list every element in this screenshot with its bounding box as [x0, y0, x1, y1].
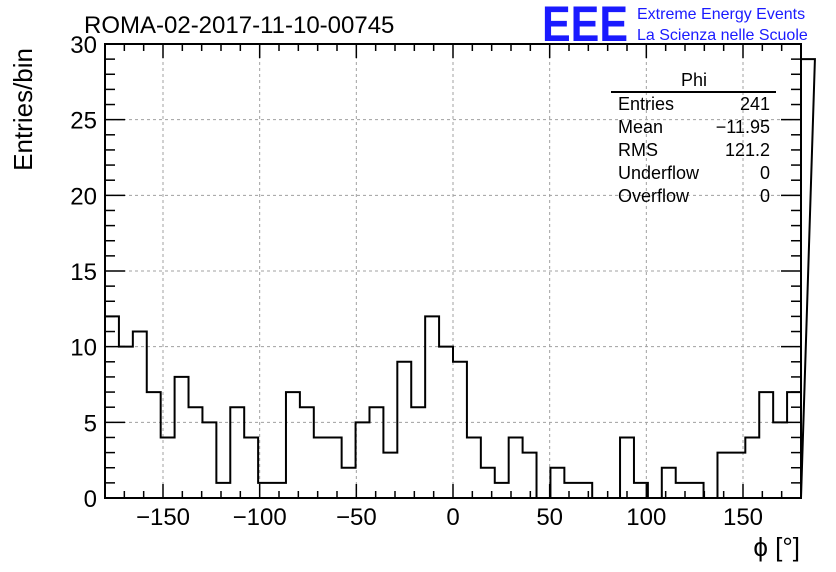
histogram-bin [425, 316, 439, 498]
stats-value: 121.2 [725, 140, 770, 160]
stats-label: Underflow [618, 163, 700, 183]
y-axis-label: Entries/bin [8, 48, 38, 171]
stats-label: Overflow [618, 186, 690, 206]
histogram-bin [467, 437, 481, 498]
histogram-bin [662, 468, 676, 498]
histogram-bin [244, 437, 258, 498]
brand: EEE Extreme Energy Events La Scienza nel… [542, 0, 808, 52]
histogram-bin [439, 347, 453, 498]
stats-value: −11.95 [716, 117, 770, 137]
histogram-bin [342, 468, 356, 498]
histogram-bin [300, 407, 314, 498]
x-tick-label: −100 [233, 504, 287, 531]
stats-value: 0 [760, 163, 770, 183]
histogram-bin [314, 437, 328, 498]
stats-label: Entries [618, 94, 674, 114]
histogram-bin [411, 407, 425, 498]
y-tick-label: 15 [70, 259, 97, 286]
x-tick-label: −150 [136, 504, 190, 531]
histogram-bin [175, 377, 189, 498]
histogram-bin [189, 407, 203, 498]
histogram-bin [397, 362, 411, 498]
chart-title: ROMA-02-2017-11-10-00745 [84, 12, 394, 39]
histogram-bin [216, 483, 230, 498]
histogram-bins [105, 59, 815, 498]
histogram-bin [745, 437, 759, 498]
x-tick-label: 100 [626, 504, 666, 531]
histogram-bin [495, 483, 509, 498]
histogram-bin [481, 468, 495, 498]
histogram-bin [564, 483, 578, 498]
brand-line-2: La Scienza nelle Scuole [637, 27, 808, 44]
histogram-bin [690, 483, 704, 498]
histogram-bin [286, 392, 300, 498]
histogram-bin [453, 362, 467, 498]
stats-rows: Entries 241 Mean −11.95 RMS 121.2 Underflow 0 Ov… [618, 94, 770, 206]
histogram-bin [523, 453, 537, 498]
x-axis-label: ϕ [°] [753, 532, 800, 562]
x-tick-label: 150 [723, 504, 763, 531]
y-tick-label: 10 [70, 335, 97, 362]
y-tick-label: 5 [84, 410, 97, 437]
stats-label: RMS [618, 140, 658, 160]
histogram-bin [620, 437, 634, 498]
histogram-outline [104, 58, 816, 499]
histogram-bin [578, 483, 592, 498]
histogram-bin [717, 453, 731, 498]
histogram-bin [133, 332, 147, 498]
histogram-bin [787, 392, 801, 498]
x-tick-labels: −150 −100 −50 0 50 100 150 [136, 504, 763, 531]
histogram-bin [147, 392, 161, 498]
x-tick-label: −50 [336, 504, 377, 531]
stats-box: Phi Entries 241 Mean −11.95 RMS 121.2 Underflo… [611, 70, 776, 206]
brand-line-1: Extreme Energy Events [637, 6, 805, 23]
x-tick-label: 50 [536, 504, 563, 531]
histogram-bin [369, 407, 383, 498]
histogram-bin [356, 422, 370, 498]
x-tick-label: 0 [446, 504, 459, 531]
histogram-bin [230, 407, 244, 498]
histogram-bin [759, 392, 773, 498]
y-tick-labels: 0 5 10 15 20 25 30 [70, 32, 97, 513]
stats-value: 241 [740, 94, 770, 114]
stats-value: 0 [760, 186, 770, 206]
histogram-bin [801, 59, 815, 498]
stats-title: Phi [681, 70, 707, 90]
y-tick-label: 30 [70, 32, 97, 59]
histogram-bin [550, 468, 564, 498]
histogram-bin [328, 437, 342, 498]
histogram-bin [676, 483, 690, 498]
histogram-bin [509, 437, 523, 498]
y-tick-label: 25 [70, 108, 97, 135]
y-tick-label: 0 [84, 486, 97, 513]
y-tick-label: 20 [70, 183, 97, 210]
histogram-bin [773, 422, 787, 498]
axis-ticks [104, 43, 802, 499]
stats-label: Mean [618, 117, 663, 137]
histogram-bin [202, 422, 216, 498]
